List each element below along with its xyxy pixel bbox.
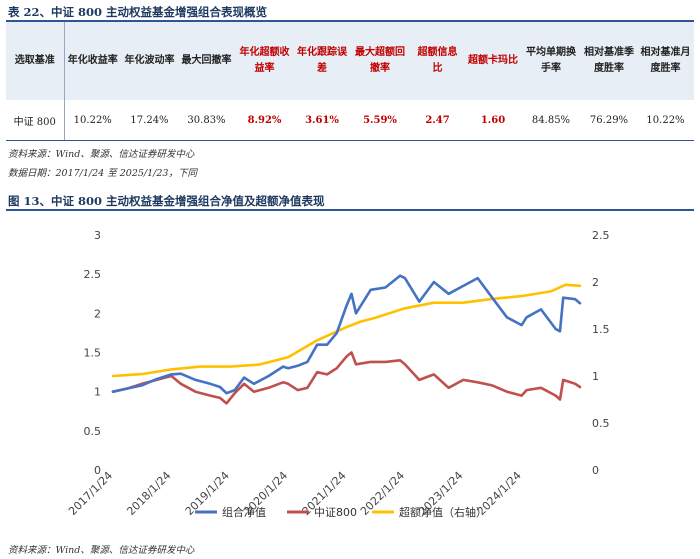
table-cell: 3.61%	[294, 100, 350, 141]
column-header: 年化超额收益率	[235, 22, 294, 100]
nav-line-chart: 0 0.5 1 1.5 2 2.5 3 0 0.5 1 1.5 2 2.5 2017/1/24 2018/1…	[66, 229, 610, 519]
y-right-tick-label: 1.5	[592, 323, 610, 336]
column-header: 相对基准季度胜率	[581, 22, 637, 100]
table-cell: 30.83%	[178, 100, 235, 141]
y-right-tick-label: 2.5	[592, 229, 610, 242]
y-left-tick-label: 1.5	[84, 347, 102, 360]
x-tick-label: 2017/1/24	[66, 469, 115, 518]
table-cell: 10.22%	[64, 100, 121, 141]
column-header: 选取基准	[6, 22, 65, 100]
y-right-tick-label: 2	[592, 276, 599, 289]
table-header-row: 选取基准 年化收益率 年化波动率 最大回撤率 年化超额收益率 年化跟踪误差 最大超额回撤率超…	[6, 22, 694, 100]
y-right-tick-label: 1	[592, 370, 599, 383]
date-note: 数据日期：2017/1/24 至 2025/1/23，下同	[8, 168, 197, 179]
y-left-tick-label: 0.5	[84, 425, 102, 438]
legend-label: 中证800	[314, 506, 357, 519]
y-left-tick-label: 1	[94, 386, 101, 399]
y-left-tick-label: 0	[94, 464, 101, 477]
table-cell: 1.60	[465, 100, 521, 141]
y-right-tick-label: 0	[592, 464, 599, 477]
table-title: 表 22、中证 800 主动权益基金增强组合表现概览	[8, 5, 268, 19]
series-line	[111, 274, 582, 395]
series-line	[111, 351, 582, 405]
chart-title: 图 13、中证 800 主动权益基金增强组合净值及超额净值表现	[8, 194, 325, 208]
y-left-tick-label: 2.5	[84, 268, 102, 281]
table-cell: 84.85%	[521, 100, 581, 141]
column-header: 最大超额回撤率	[350, 22, 410, 100]
table-source-note: 资料来源：Wind、聚源、信达证券研发中心	[8, 149, 195, 160]
column-header: 年化波动率	[121, 22, 178, 100]
x-tick-label: 2018/1/24	[124, 469, 173, 518]
column-header: 年化收益率	[64, 22, 121, 100]
table-row: 中证 800 10.22% 17.24% 30.83% 8.92% 3.61% 5.59% 2…	[6, 100, 694, 141]
overview-table: 选取基准 年化收益率 年化波动率 最大回撤率 年化超额收益率 年化跟踪误差 最大超额回撤率超…	[6, 22, 694, 141]
legend-label: 组合净值	[222, 505, 266, 519]
column-header: 平均单期换手率	[521, 22, 581, 100]
column-header: 相对基准月度胜率	[637, 22, 694, 100]
y-left-tick-label: 3	[94, 229, 101, 242]
column-header: 年化跟踪误差	[294, 22, 350, 100]
table-cell: 76.29%	[581, 100, 637, 141]
table-cell: 5.59%	[350, 100, 410, 141]
column-header: 超额信息比	[410, 22, 465, 100]
table-cell: 8.92%	[235, 100, 294, 141]
table-cell: 中证 800	[6, 100, 65, 141]
chart-top-rule	[6, 209, 694, 211]
column-header: 最大回撤率	[178, 22, 235, 100]
y-right-tick-label: 0.5	[592, 417, 610, 430]
table-cell: 2.47	[410, 100, 465, 141]
column-header: 超额卡玛比	[465, 22, 521, 100]
legend-label: 超额净值（右轴）	[399, 505, 487, 519]
table-cell: 10.22%	[637, 100, 694, 141]
series-line	[111, 283, 582, 378]
table-cell: 17.24%	[121, 100, 178, 141]
y-left-tick-label: 2	[94, 307, 101, 320]
table-top-rule	[6, 20, 694, 22]
chart-source-note: 资料来源：Wind、聚源、信达证券研发中心	[8, 545, 195, 556]
